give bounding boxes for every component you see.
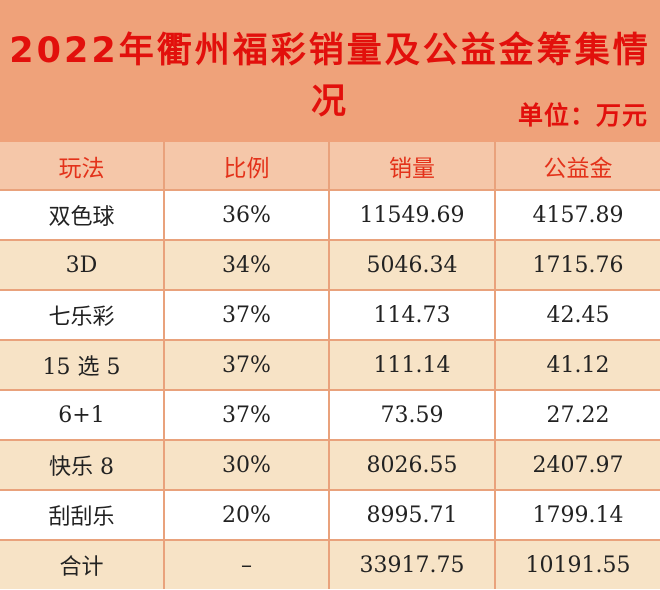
- table-row: 刮刮乐 20% 8995.71 1799.14: [0, 490, 660, 541]
- page-title: 2022年衢州福彩销量及公益金筹集情况: [9, 31, 651, 122]
- table-row: 快乐 8 30% 8026.55 2407.97: [0, 440, 660, 491]
- cell-game: 3D: [0, 240, 165, 291]
- table-row: 七乐彩 37% 114.73 42.45: [0, 290, 660, 341]
- table-row: 3D 34% 5046.34 1715.76: [0, 240, 660, 291]
- cell-ratio: 37%: [164, 340, 330, 391]
- cell-sales: 8026.55: [329, 440, 496, 491]
- cell-fund: 4157.89: [495, 190, 660, 241]
- cell-sales: 111.14: [329, 340, 496, 391]
- cell-fund: 27.22: [495, 390, 660, 441]
- cell-sales: 11549.69: [329, 190, 496, 241]
- cell-ratio: 20%: [164, 490, 330, 541]
- unit-label: 单位：万元: [517, 101, 648, 130]
- table-row: 双色球 36% 11549.69 4157.89: [0, 190, 660, 241]
- cell-ratio: 37%: [164, 390, 330, 441]
- table-row: 15 选 5 37% 111.14 41.12: [0, 340, 660, 391]
- cell-fund: 2407.97: [495, 440, 660, 491]
- column-header-sales: 销量: [329, 142, 496, 191]
- cell-ratio: 30%: [164, 440, 330, 491]
- sales-table: 玩法 比例 销量 公益金 双色球 36% 11549.69 4157.89 3D…: [0, 142, 660, 589]
- cell-sales: 114.73: [329, 290, 496, 341]
- cell-game: 15 选 5: [0, 340, 165, 391]
- cell-total-sales: 33917.75: [329, 540, 496, 589]
- cell-sales: 73.59: [329, 390, 496, 441]
- cell-total-ratio: –: [164, 540, 330, 589]
- total-row: 合计 – 33917.75 10191.55: [0, 540, 660, 589]
- cell-fund: 1799.14: [495, 490, 660, 541]
- cell-ratio: 34%: [164, 240, 330, 291]
- cell-game: 快乐 8: [0, 440, 165, 491]
- column-header-fund: 公益金: [495, 142, 660, 191]
- cell-fund: 42.45: [495, 290, 660, 341]
- cell-total-fund: 10191.55: [495, 540, 660, 589]
- cell-game: 双色球: [0, 190, 165, 241]
- cell-sales: 8995.71: [329, 490, 496, 541]
- cell-game: 七乐彩: [0, 290, 165, 341]
- cell-ratio: 36%: [164, 190, 330, 241]
- cell-total-label: 合计: [0, 540, 165, 589]
- cell-fund: 41.12: [495, 340, 660, 391]
- cell-sales: 5046.34: [329, 240, 496, 291]
- table-row: 6+1 37% 73.59 27.22: [0, 390, 660, 441]
- table-header-row: 玩法 比例 销量 公益金: [0, 142, 660, 191]
- cell-fund: 1715.76: [495, 240, 660, 291]
- title-banner: 2022年衢州福彩销量及公益金筹集情况 单位：万元: [0, 0, 660, 142]
- cell-ratio: 37%: [164, 290, 330, 341]
- column-header-ratio: 比例: [164, 142, 330, 191]
- cell-game: 刮刮乐: [0, 490, 165, 541]
- cell-game: 6+1: [0, 390, 165, 441]
- column-header-game: 玩法: [0, 142, 165, 191]
